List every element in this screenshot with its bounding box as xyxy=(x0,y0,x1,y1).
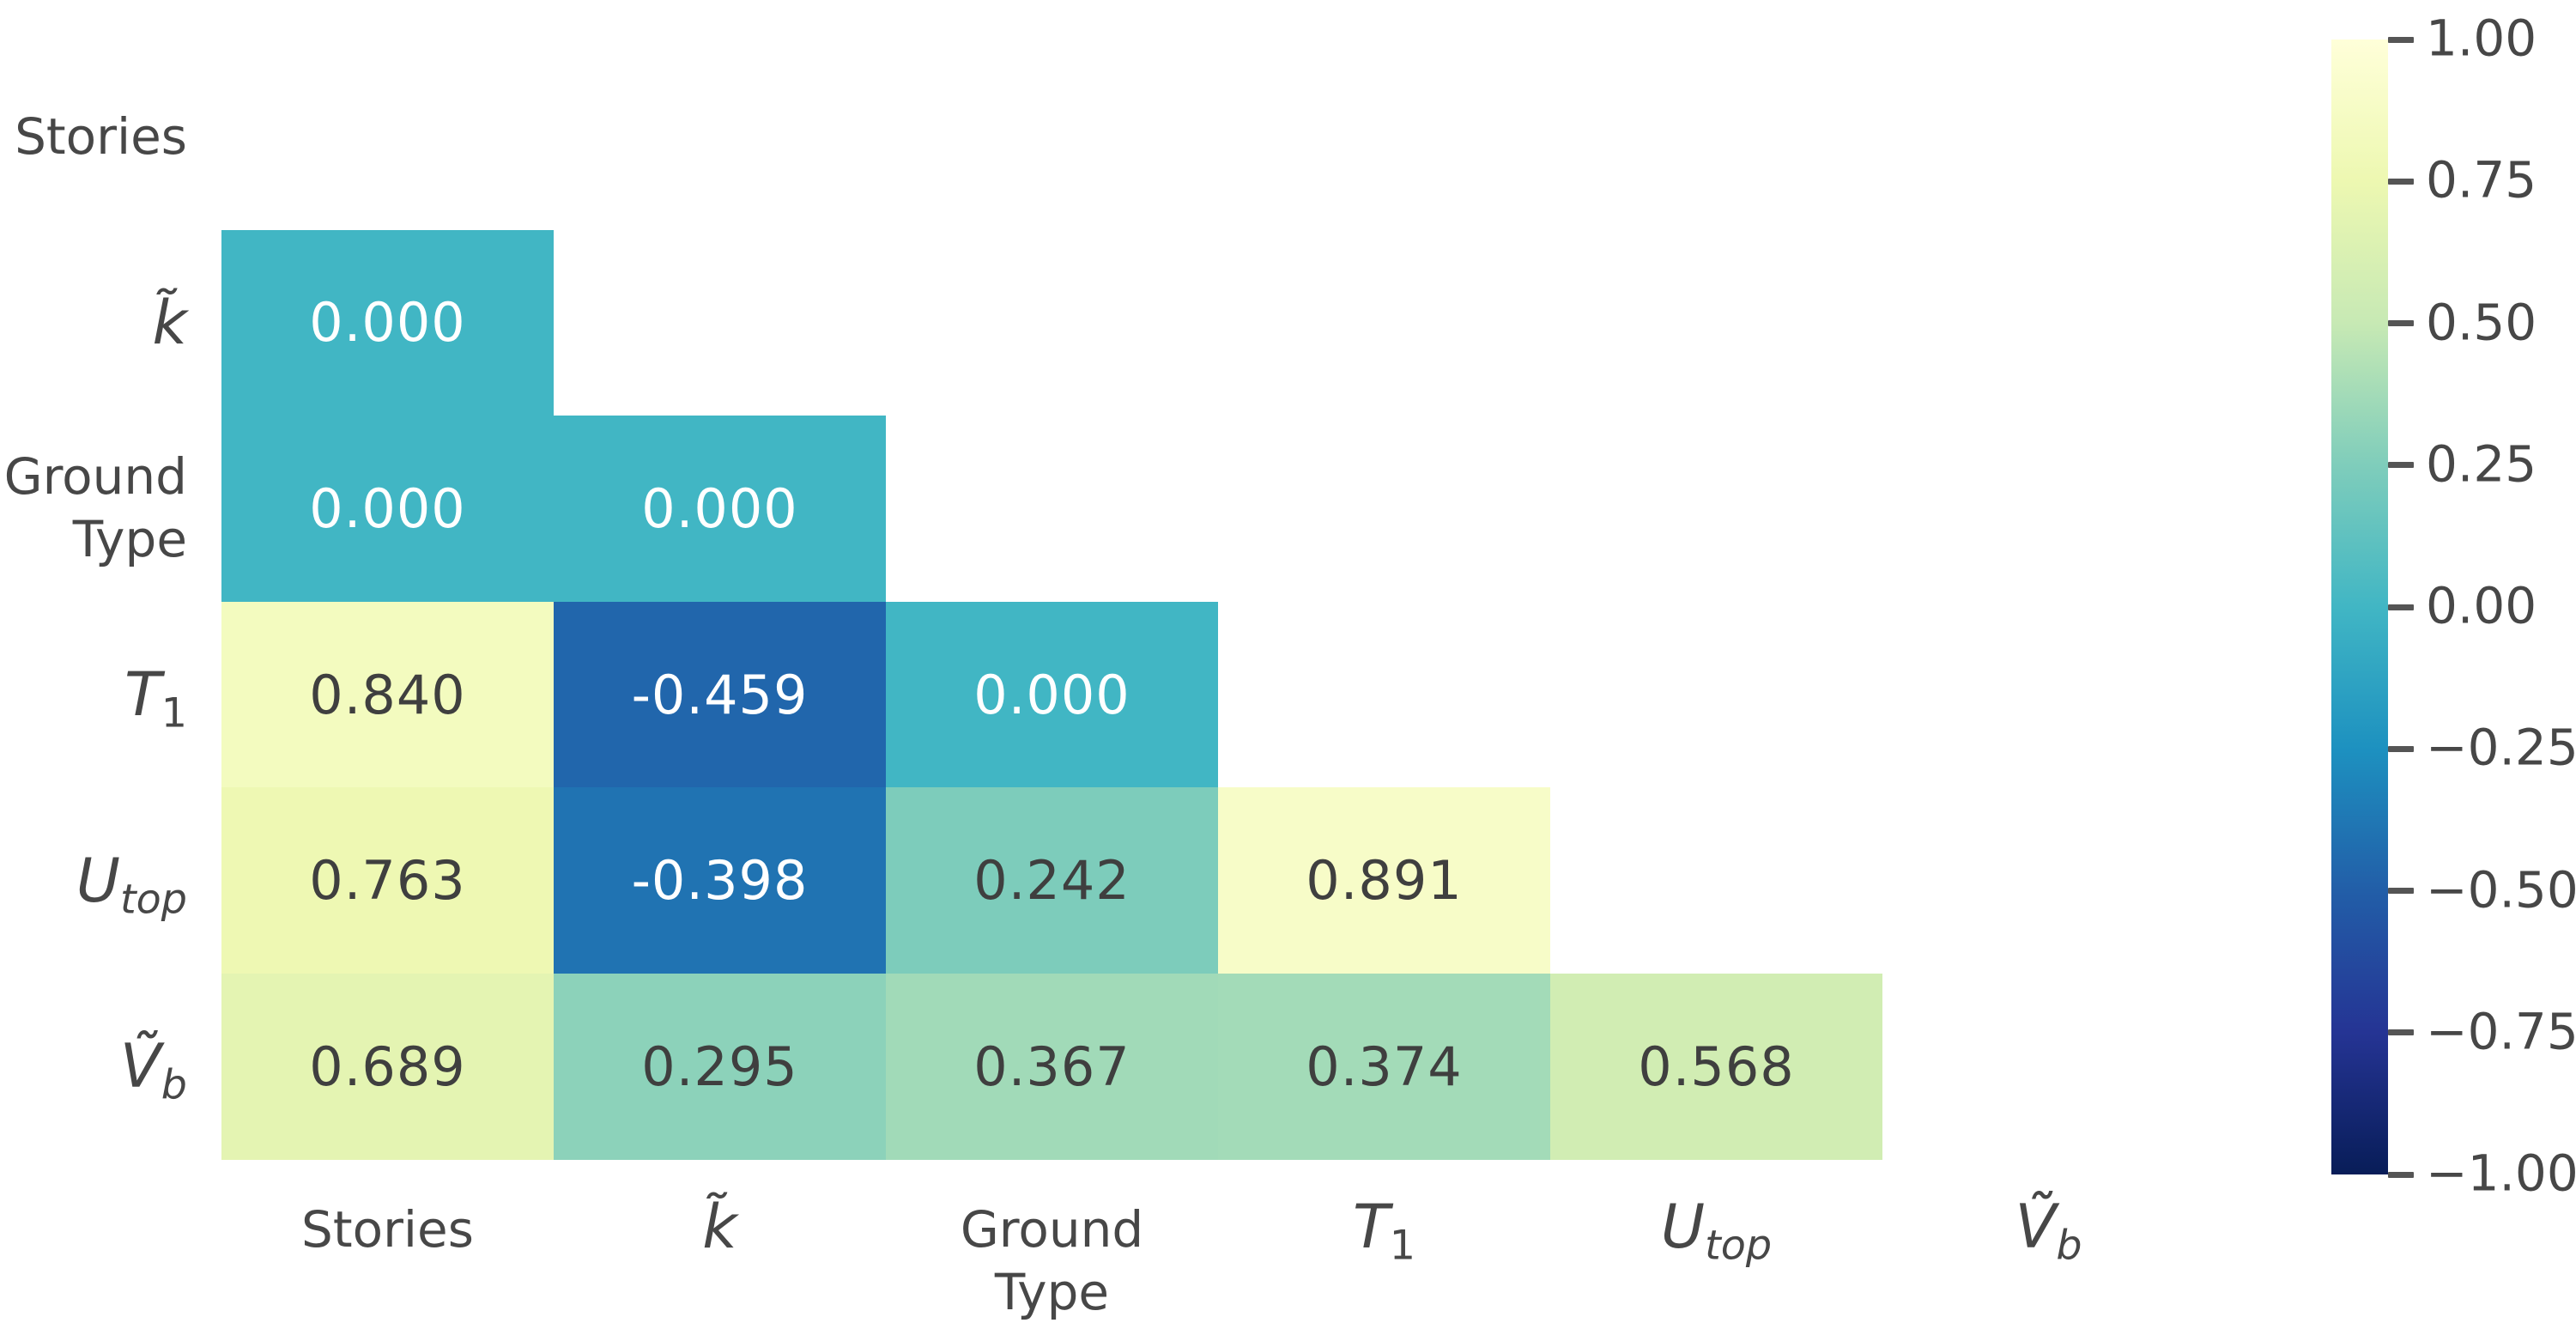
cell-value: 0.891 xyxy=(1306,849,1463,912)
cell-value: 0.763 xyxy=(309,849,466,912)
cell-value: -0.398 xyxy=(632,849,809,912)
y-tick-label-stories: Stories xyxy=(0,44,187,230)
heatmap-cell: 0.000 xyxy=(886,602,1218,788)
axis-label-symbol: Ṽ xyxy=(120,1031,161,1101)
heatmap-cell: 0.295 xyxy=(554,974,886,1160)
cell-value: 0.295 xyxy=(641,1035,798,1098)
axis-label-subscript: top xyxy=(1705,1222,1772,1269)
axis-label-symbol: T xyxy=(124,659,161,730)
cell-value: 0.374 xyxy=(1306,1035,1463,1098)
heatmap-cell: -0.398 xyxy=(554,787,886,974)
cell-value: 0.242 xyxy=(973,849,1130,912)
axis-label-line: Stories xyxy=(301,1199,474,1261)
colorbar-tick-mark xyxy=(2388,888,2414,894)
axis-label-subscript: b xyxy=(161,1062,187,1109)
colorbar-tick-mark xyxy=(2388,1172,2414,1178)
y-tick-label-t1: T1 xyxy=(0,602,187,788)
cell-value: 0.000 xyxy=(973,664,1130,726)
colorbar-tick-label: −0.50 xyxy=(2426,860,2576,919)
axis-label-symbol: Ṽ xyxy=(2015,1192,2056,1262)
x-tick-label-k-tilde: k̃ xyxy=(554,1190,886,1265)
cell-value: 0.689 xyxy=(309,1035,466,1098)
cell-value: 0.000 xyxy=(641,477,798,540)
x-tick-label-t1: T1 xyxy=(1218,1190,1550,1265)
heatmap-cell: 0.000 xyxy=(221,416,554,602)
colorbar-gradient xyxy=(2331,39,2388,1174)
axis-label-line: Ground xyxy=(4,446,187,508)
axis-label-symbol: U xyxy=(1661,1192,1705,1262)
colorbar-tick-mark xyxy=(2388,320,2414,326)
heatmap-cell: 0.568 xyxy=(1550,974,1882,1160)
cell-value: 0.367 xyxy=(973,1035,1130,1098)
colorbar-tick-mark xyxy=(2388,746,2414,752)
colorbar-tick-mark xyxy=(2388,462,2414,468)
y-tick-label-u-top: Utop xyxy=(0,787,187,974)
axis-label-line: Type xyxy=(73,508,187,571)
colorbar-tick-label: 1.00 xyxy=(2426,9,2537,68)
axis-label-subscript: b xyxy=(2056,1222,2082,1269)
x-tick-label-v-b-tilde: Ṽb xyxy=(1882,1190,2215,1265)
heatmap-cell: 0.840 xyxy=(221,602,554,788)
heatmap-cell: 0.763 xyxy=(221,787,554,974)
axis-label-line: Stories xyxy=(15,106,187,168)
axis-label-symbol: k̃ xyxy=(702,1192,737,1262)
colorbar-tick-label: 0.25 xyxy=(2426,434,2537,493)
heatmap-cell: 0.374 xyxy=(1218,974,1550,1160)
x-tick-label-stories: Stories xyxy=(221,1199,554,1261)
heatmap-cell: 0.367 xyxy=(886,974,1218,1160)
cell-value: 0.568 xyxy=(1638,1035,1795,1098)
axis-label-line: Ground xyxy=(961,1199,1143,1261)
colorbar-tick-label: 0.00 xyxy=(2426,577,2537,635)
axis-label-line: Type xyxy=(995,1261,1109,1323)
heatmap-cell: 0.891 xyxy=(1218,787,1550,974)
axis-label-symbol: k̃ xyxy=(152,288,187,358)
axis-label-symbol: U xyxy=(76,846,120,916)
axis-label-subscript: 1 xyxy=(161,689,187,737)
y-tick-label-k-tilde: k̃ xyxy=(0,230,187,416)
colorbar-tick-mark xyxy=(2388,179,2414,185)
colorbar-tick-mark xyxy=(2388,1029,2414,1035)
colorbar-tick-label: 0.50 xyxy=(2426,293,2537,351)
colorbar-tick-label: −1.00 xyxy=(2426,1144,2576,1203)
colorbar-tick-label: −0.75 xyxy=(2426,1002,2576,1060)
axis-label-subscript: top xyxy=(120,876,187,923)
cell-value: 0.000 xyxy=(309,291,466,354)
colorbar-tick-label: −0.25 xyxy=(2426,719,2576,777)
heatmap-cell: -0.459 xyxy=(554,602,886,788)
cell-value: 0.840 xyxy=(309,664,466,726)
colorbar-tick-mark xyxy=(2388,604,2414,610)
colorbar-tick-mark xyxy=(2388,37,2414,43)
heatmap-cell: 0.689 xyxy=(221,974,554,1160)
x-tick-label-u-top: Utop xyxy=(1550,1190,1882,1265)
cell-value: -0.459 xyxy=(632,664,809,726)
axis-label-symbol: T xyxy=(1353,1192,1390,1262)
heatmap-cell: 0.000 xyxy=(554,416,886,602)
heatmap-cell: 0.000 xyxy=(221,230,554,416)
colorbar-tick-label: 0.75 xyxy=(2426,151,2537,209)
cell-value: 0.000 xyxy=(309,477,466,540)
heatmap-cell: 0.242 xyxy=(886,787,1218,974)
y-tick-label-v-b-tilde: Ṽb xyxy=(0,974,187,1160)
axis-label-subscript: 1 xyxy=(1390,1222,1415,1269)
